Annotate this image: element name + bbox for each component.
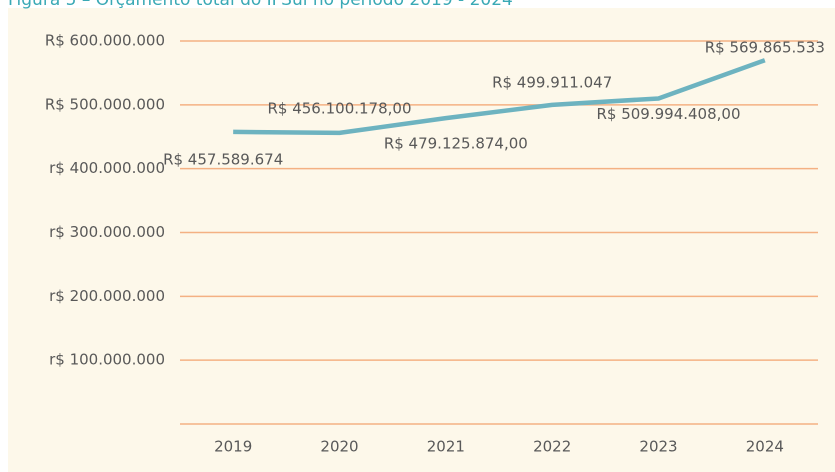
data-label: R$ 569.865.533: [705, 39, 825, 57]
data-label: R$ 509.994.408,00: [596, 105, 740, 123]
data-label: R$ 479.125.874,00: [384, 135, 528, 153]
x-tick-label: 2024: [746, 438, 784, 456]
y-tick-label: r$ 300.000.000: [49, 223, 165, 241]
y-tick-label: r$ 400.000.000: [49, 159, 165, 177]
chart-title: Figura 5 – Orçamento total do IFSul no p…: [8, 0, 513, 10]
data-label: R$ 456.100.178,00: [267, 99, 411, 117]
x-tick-label: 2022: [533, 438, 571, 456]
x-tick-label: 2023: [639, 438, 677, 456]
data-label: R$ 457.589.674: [163, 150, 283, 168]
y-tick-label: r$ 200.000.000: [49, 287, 165, 305]
data-line: [233, 58, 766, 136]
y-tick-label: r$ 100.000.000: [49, 351, 165, 369]
x-tick-label: 2019: [214, 438, 252, 456]
x-tick-label: 2021: [427, 438, 465, 456]
x-tick-label: 2020: [320, 438, 358, 456]
data-label: R$ 499.911.047: [492, 73, 612, 91]
y-tick-label: R$ 600.000.000: [45, 32, 165, 50]
y-tick-label: R$ 500.000.000: [45, 95, 165, 113]
